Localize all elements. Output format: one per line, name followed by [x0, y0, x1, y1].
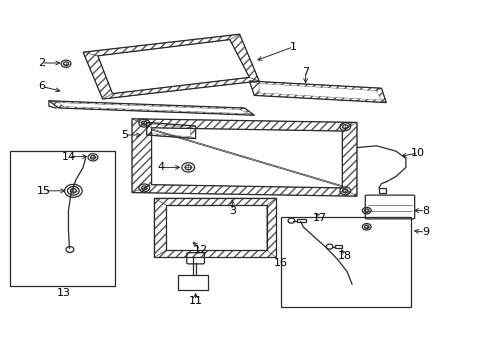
Bar — [10, 151, 115, 286]
Text: 1: 1 — [289, 42, 296, 52]
Bar — [178, 275, 207, 290]
Bar — [281, 217, 410, 307]
Text: 3: 3 — [228, 206, 235, 216]
Text: 4: 4 — [158, 162, 164, 172]
Text: 11: 11 — [188, 296, 202, 306]
Text: 18: 18 — [337, 251, 351, 261]
Text: 16: 16 — [274, 258, 287, 268]
Text: 7: 7 — [302, 67, 308, 77]
Text: 10: 10 — [410, 148, 424, 158]
Text: 9: 9 — [421, 227, 428, 237]
Text: 14: 14 — [61, 152, 75, 162]
Text: 13: 13 — [57, 288, 70, 298]
Text: 15: 15 — [37, 186, 51, 196]
Text: 8: 8 — [421, 206, 428, 216]
Text: 12: 12 — [193, 245, 207, 255]
Text: 2: 2 — [38, 58, 45, 68]
Text: 17: 17 — [313, 213, 326, 223]
Text: 5: 5 — [121, 130, 128, 140]
Text: 6: 6 — [38, 81, 45, 91]
